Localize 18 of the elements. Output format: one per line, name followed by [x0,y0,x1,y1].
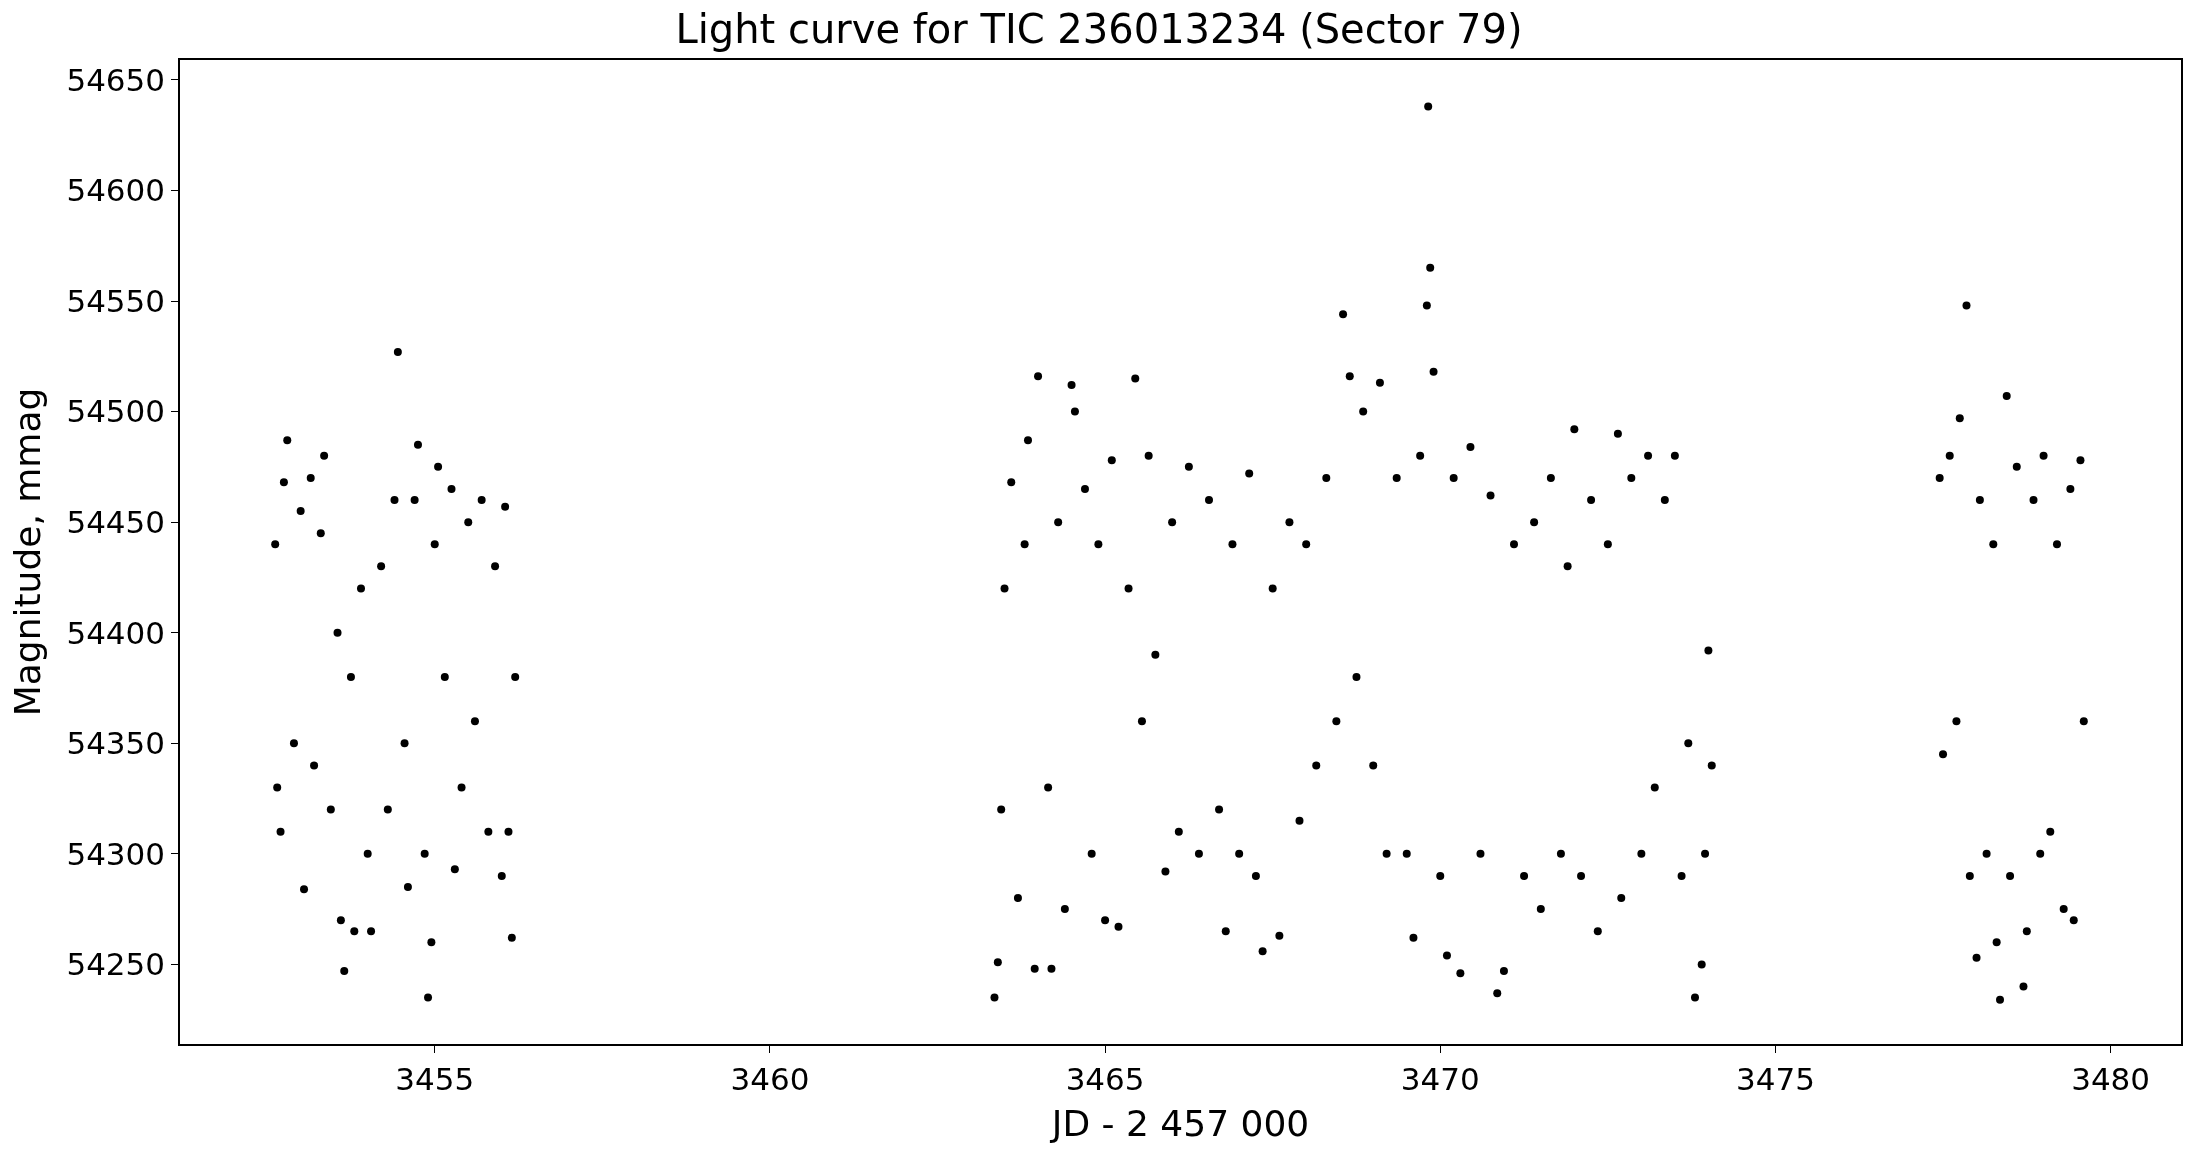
y-tick-label: 54500 [66,393,166,430]
y-tick-label: 54600 [66,172,166,209]
y-tick-label: 54650 [66,61,166,98]
x-tick-label: 3475 [1735,1060,1815,1097]
y-axis-title: Magnitude, mmag [6,387,48,717]
y-tick-label: 54450 [66,504,166,540]
x-tick-label: 3455 [395,1060,475,1097]
chart-title: Light curve for TIC 236013234 (Sector 79) [675,5,1523,52]
y-tick-label: 54300 [66,835,166,872]
x-tick-label: 3465 [1065,1060,1145,1097]
x-tick-label: 3470 [1400,1060,1480,1097]
x-tick-label: 3460 [730,1060,810,1097]
y-tick-label: 54350 [66,725,166,762]
y-tick-label: 54400 [66,614,166,651]
y-tick-label: 54550 [66,282,166,319]
y-tick-label: 54250 [66,946,166,983]
x-tick-label: 3480 [2071,1060,2151,1097]
x-axis-title: JD - 2 457 000 [1049,1103,1310,1145]
